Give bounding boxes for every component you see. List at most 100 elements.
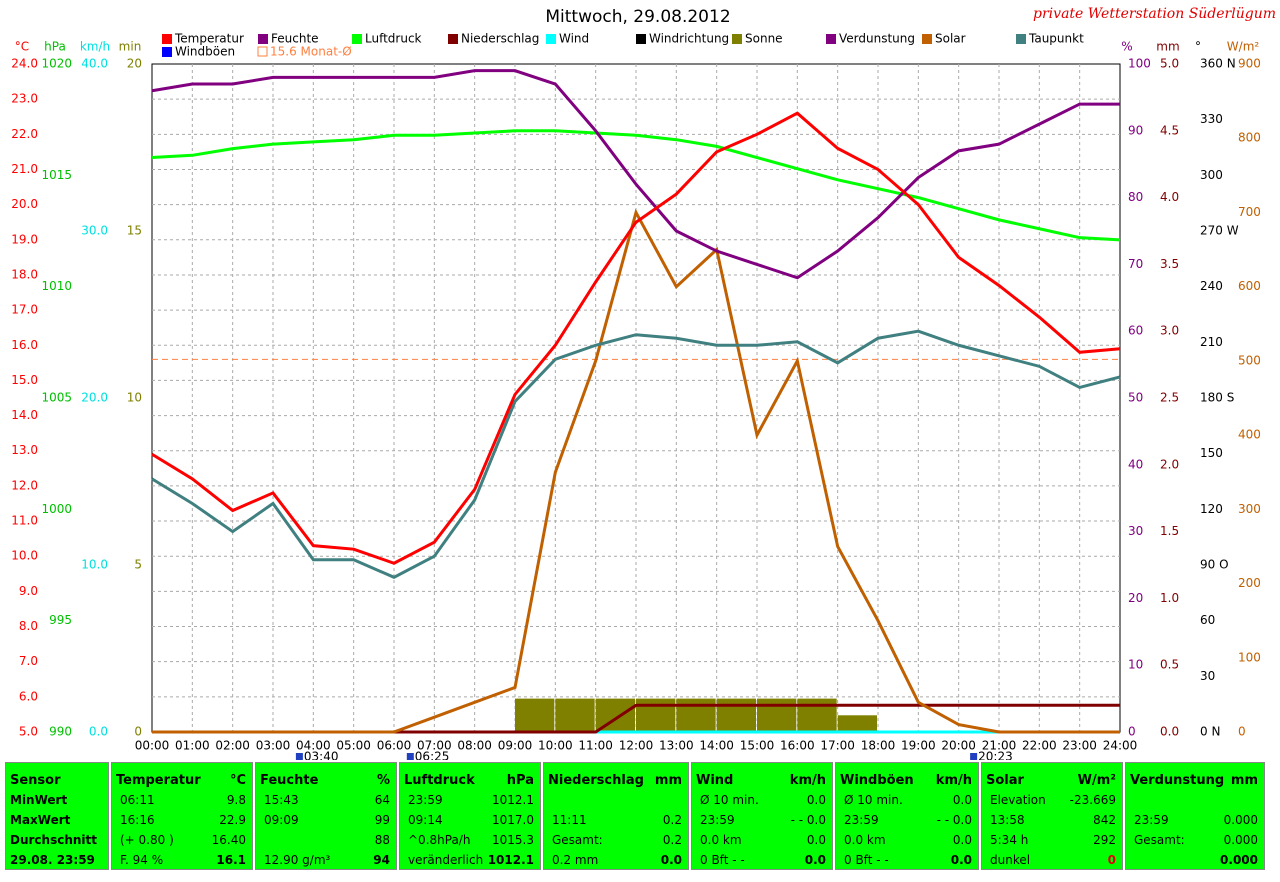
y-tick-label: 5.0 [19,725,38,739]
legend-label: Niederschlag [461,32,539,46]
column-unit: mm [1230,773,1258,788]
x-tick-label: 07:00 [417,739,452,753]
legend-swatch [352,34,362,44]
marker-label: 06:25 [415,750,450,761]
legend-label: 15.6 Monat-Ø [270,45,352,59]
y-tick-label: 5.0 [1160,57,1179,71]
column-unit: mm [654,773,682,788]
axis-unit: km/h [80,40,110,54]
y-tick-label: 3.0 [1160,324,1179,338]
cell-value: 94 [373,853,390,867]
cell-value: 1017.0 [492,813,534,827]
legend-label: Solar [935,32,966,46]
y-tick-label: 13.0 [11,443,38,457]
cell-label: 0 Bft - - [700,853,745,867]
cell-value: 16.1 [216,853,246,867]
y-tick-label: 270 W [1200,224,1239,238]
cell-label: 13:58 [990,813,1025,827]
x-tick-label: 19:00 [901,739,936,753]
cell-value: 0.0 [660,853,682,867]
table-column: Solar W/m² Elevation -23.669 13:58 842 5:34 h 2… [981,762,1123,870]
column-unit: % [376,773,390,788]
series-line [151,129,1121,242]
y-tick-label: 0 N [1200,725,1220,739]
cell-label: 16:16 [120,813,155,827]
y-tick-label: 4.5 [1160,123,1179,137]
y-tick-label: 0 [1128,725,1136,739]
y-tick-label: 14.0 [11,408,38,422]
axis-unit: hPa [44,40,66,54]
y-tick-label: 70 [1128,257,1143,271]
y-tick-label: 5 [134,558,142,572]
cell-value: 0.000 [1220,853,1258,867]
x-tick-label: 15:00 [740,739,775,753]
chart-title: Mittwoch, 29.08.2012 [545,7,730,27]
y-tick-label: 1005 [41,391,72,405]
y-tick-label: 22.0 [11,127,38,141]
y-tick-label: 120 [1200,502,1223,516]
x-tick-label: 13:00 [659,739,694,753]
series-line [151,111,1121,565]
cell-label: 09:14 [408,813,443,827]
x-tick-label: 11:00 [578,739,613,753]
legend-swatch [448,34,458,44]
cell-value: 16.40 [211,833,246,847]
y-tick-label: 4.0 [1160,190,1179,204]
legend-swatch [257,46,268,57]
cell-label: Ø 10 min. [844,793,903,807]
y-tick-label: 16.0 [11,338,38,352]
y-tick-label: 11.0 [11,514,38,528]
legend-swatch [826,34,836,44]
cell-label: 0 Bft - - [844,853,889,867]
y-tick-label: 12.0 [11,478,38,492]
cell-value: 1012.1 [487,853,534,867]
y-tick-label: 0.0 [1160,725,1179,739]
cell-value: 0.000 [1223,813,1258,827]
x-tick-label: 16:00 [780,739,815,753]
x-tick-label: 12:00 [619,739,654,753]
series-line [152,208,1120,734]
y-tick-label: 23.0 [11,92,38,106]
legend-swatch [1016,34,1026,44]
table-column: Verdunstung mm 23:59 0.000 Gesamt: 0.000 0.000 [1125,762,1265,870]
chart: Mittwoch, 29.08.2012 private Wetterstati… [11,6,1276,761]
legend-swatch [732,34,742,44]
y-tick-label: 20.0 [11,197,38,211]
y-tick-label: 0 [134,725,142,739]
table-column: Windböen km/h Ø 10 min. 0.0 23:59 - - 0.0 0.0 … [835,762,979,870]
cell-label: 0.0 km [700,833,742,847]
legend-label: Taupunkt [1028,32,1084,46]
cell-value: 0.0 [950,853,972,867]
y-tick-label: 15 [127,224,142,238]
x-tick-label: 24:00 [1103,739,1138,753]
legend-swatch [546,34,556,44]
cell-label: 23:59 [844,813,879,827]
legend-label: Windböen [175,45,235,59]
y-tick-label: 60 [1200,613,1215,627]
cell-label: Durchschnitt [10,833,98,847]
y-tick-label: 30.0 [81,224,108,238]
table-column: Luftdruck hPa 23:59 1012.1 09:14 1017.0 ^0.8hP… [399,762,541,870]
legend-swatch [636,34,646,44]
column-unit: km/h [935,773,972,788]
cell-label: 06:11 [120,793,155,807]
cell-value: 88 [374,833,390,847]
legend-swatch [922,34,932,44]
marker-label: 20:23 [978,750,1013,761]
bar [515,698,555,732]
y-tick-label: 400 [1238,428,1261,442]
y-tick-label: 7.0 [19,654,38,668]
y-tick-label: 90 [1128,123,1143,137]
axis-unit: % [1121,40,1132,54]
x-tick-label: 06:00 [377,739,412,753]
y-tick-label: 20 [1128,591,1143,605]
cell-label: Gesamt: [552,833,603,847]
cell-label: 09:09 [264,813,299,827]
column-header: Verdunstung [1130,773,1225,788]
y-tick-label: 10 [127,391,142,405]
x-tick-label: 08:00 [457,739,492,753]
y-tick-label: 0.0 [89,725,108,739]
y-tick-label: 300 [1238,502,1261,516]
x-tick-label: 09:00 [498,739,533,753]
cell-value: 22.9 [219,813,246,827]
